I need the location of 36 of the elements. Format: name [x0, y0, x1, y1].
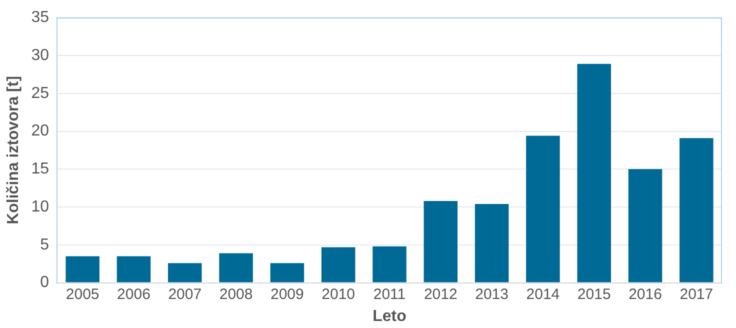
x-tick-label: 2007	[168, 286, 202, 303]
x-tick-label: 2014	[526, 286, 560, 303]
bar	[526, 136, 560, 282]
bar	[474, 204, 509, 282]
y-tick-label: 25	[31, 84, 50, 102]
bar	[66, 256, 100, 282]
y-tick-label: 5	[40, 236, 50, 254]
bar	[424, 200, 458, 282]
bar	[219, 253, 253, 282]
x-tick-label: 2005	[66, 286, 100, 303]
x-tick-label: 2013	[475, 286, 508, 303]
bar	[680, 138, 714, 282]
bar	[577, 64, 611, 282]
bar	[372, 246, 406, 282]
bar	[168, 263, 202, 282]
x-axis-title: Leto	[372, 308, 407, 325]
y-tick-label: 20	[31, 122, 50, 140]
x-tick-label: 2016	[628, 286, 662, 303]
y-axis-title: Količina iztovora [t]	[5, 76, 22, 224]
x-tick-label: 2009	[270, 286, 304, 303]
x-tick-label: 2017	[680, 286, 714, 303]
x-tick-label: 2010	[322, 286, 356, 303]
bar	[321, 247, 356, 282]
x-tick-label: 2012	[424, 286, 458, 303]
y-tick-label: 10	[31, 198, 50, 216]
x-tick-label: 2008	[219, 286, 253, 303]
y-tick-label: 0	[40, 274, 50, 292]
bar	[270, 263, 304, 282]
x-tick-label: 2006	[117, 286, 150, 303]
bar	[628, 169, 662, 282]
bar	[116, 256, 151, 282]
y-tick-label: 30	[31, 46, 50, 64]
x-tick-label: 2015	[577, 286, 611, 303]
y-tick-label: 15	[31, 160, 50, 178]
x-tick-label: 2011	[373, 286, 406, 303]
y-tick-label: 35	[31, 9, 50, 26]
